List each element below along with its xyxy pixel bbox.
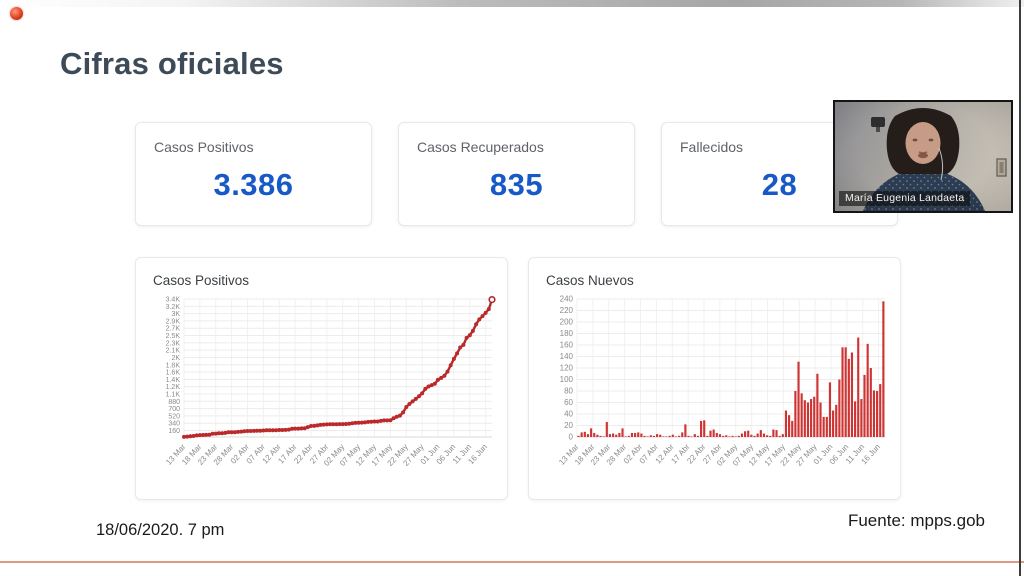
slide-bottom-border [0, 561, 1024, 563]
svg-text:240: 240 [560, 295, 574, 304]
svg-text:3.2K: 3.2K [166, 304, 181, 311]
svg-text:1.8K: 1.8K [166, 362, 181, 369]
svg-text:140: 140 [560, 352, 574, 361]
stat-value: 3.386 [213, 167, 294, 202]
chart-card-casos-positivos: Casos Positivos 13 Mar 18 Mar 23 Mar 28 Mar… [135, 257, 508, 500]
svg-text:2.5K: 2.5K [166, 333, 181, 340]
chart-title: Casos Positivos [153, 273, 250, 288]
stat-label: Casos Positivos [154, 139, 254, 155]
svg-text:120: 120 [560, 364, 574, 373]
svg-text:1.4K: 1.4K [166, 377, 181, 384]
svg-text:2.9K: 2.9K [166, 318, 181, 325]
webcam-tile[interactable]: María Eugenia Landaeta [833, 100, 1013, 213]
svg-text:2.1K: 2.1K [166, 348, 181, 355]
svg-text:60: 60 [564, 398, 573, 407]
svg-text:20: 20 [564, 421, 573, 430]
window-right-edge [1019, 0, 1021, 576]
svg-text:2.3K: 2.3K [166, 340, 181, 347]
svg-text:1.6K: 1.6K [166, 370, 181, 377]
svg-text:340: 340 [168, 421, 180, 428]
svg-text:80: 80 [564, 387, 573, 396]
svg-text:40: 40 [564, 410, 573, 419]
window-top-edge [0, 0, 1024, 7]
participant-name-badge: María Eugenia Landaeta [839, 191, 971, 206]
svg-text:100: 100 [560, 375, 574, 384]
svg-text:2K: 2K [171, 355, 180, 362]
svg-text:180: 180 [560, 329, 574, 338]
svg-text:3K: 3K [171, 311, 180, 318]
stat-label: Fallecidos [680, 139, 744, 155]
stat-label: Casos Recuperados [417, 139, 544, 155]
svg-text:1.2K: 1.2K [166, 384, 181, 391]
chart-title: Casos Nuevos [546, 273, 634, 288]
svg-text:0: 0 [569, 433, 574, 442]
svg-text:160: 160 [168, 428, 180, 435]
stat-value: 835 [489, 167, 544, 202]
svg-text:880: 880 [168, 399, 180, 406]
svg-text:1.1K: 1.1K [166, 391, 181, 398]
slide-date: 18/06/2020. 7 pm [96, 521, 225, 539]
stat-card-casos-recuperados: Casos Recuperados 835 [398, 122, 635, 226]
svg-text:200: 200 [560, 318, 574, 327]
svg-text:160: 160 [560, 341, 574, 350]
stat-value: 28 [761, 167, 798, 202]
svg-text:700: 700 [168, 406, 180, 413]
svg-text:220: 220 [560, 306, 574, 315]
svg-text:2.7K: 2.7K [166, 326, 181, 333]
svg-text:520: 520 [168, 413, 180, 420]
page-title: Cifras oficiales [60, 46, 284, 81]
recording-indicator-icon[interactable] [10, 7, 23, 20]
chart-card-casos-nuevos: Casos Nuevos 13 Mar 18 Mar 23 Mar 28 Mar 02 … [528, 257, 901, 500]
svg-text:3.4K: 3.4K [166, 297, 181, 304]
source-caption: Fuente: mpps.gob [847, 511, 985, 530]
stat-card-casos-positivos: Casos Positivos 3.386 [135, 122, 372, 226]
